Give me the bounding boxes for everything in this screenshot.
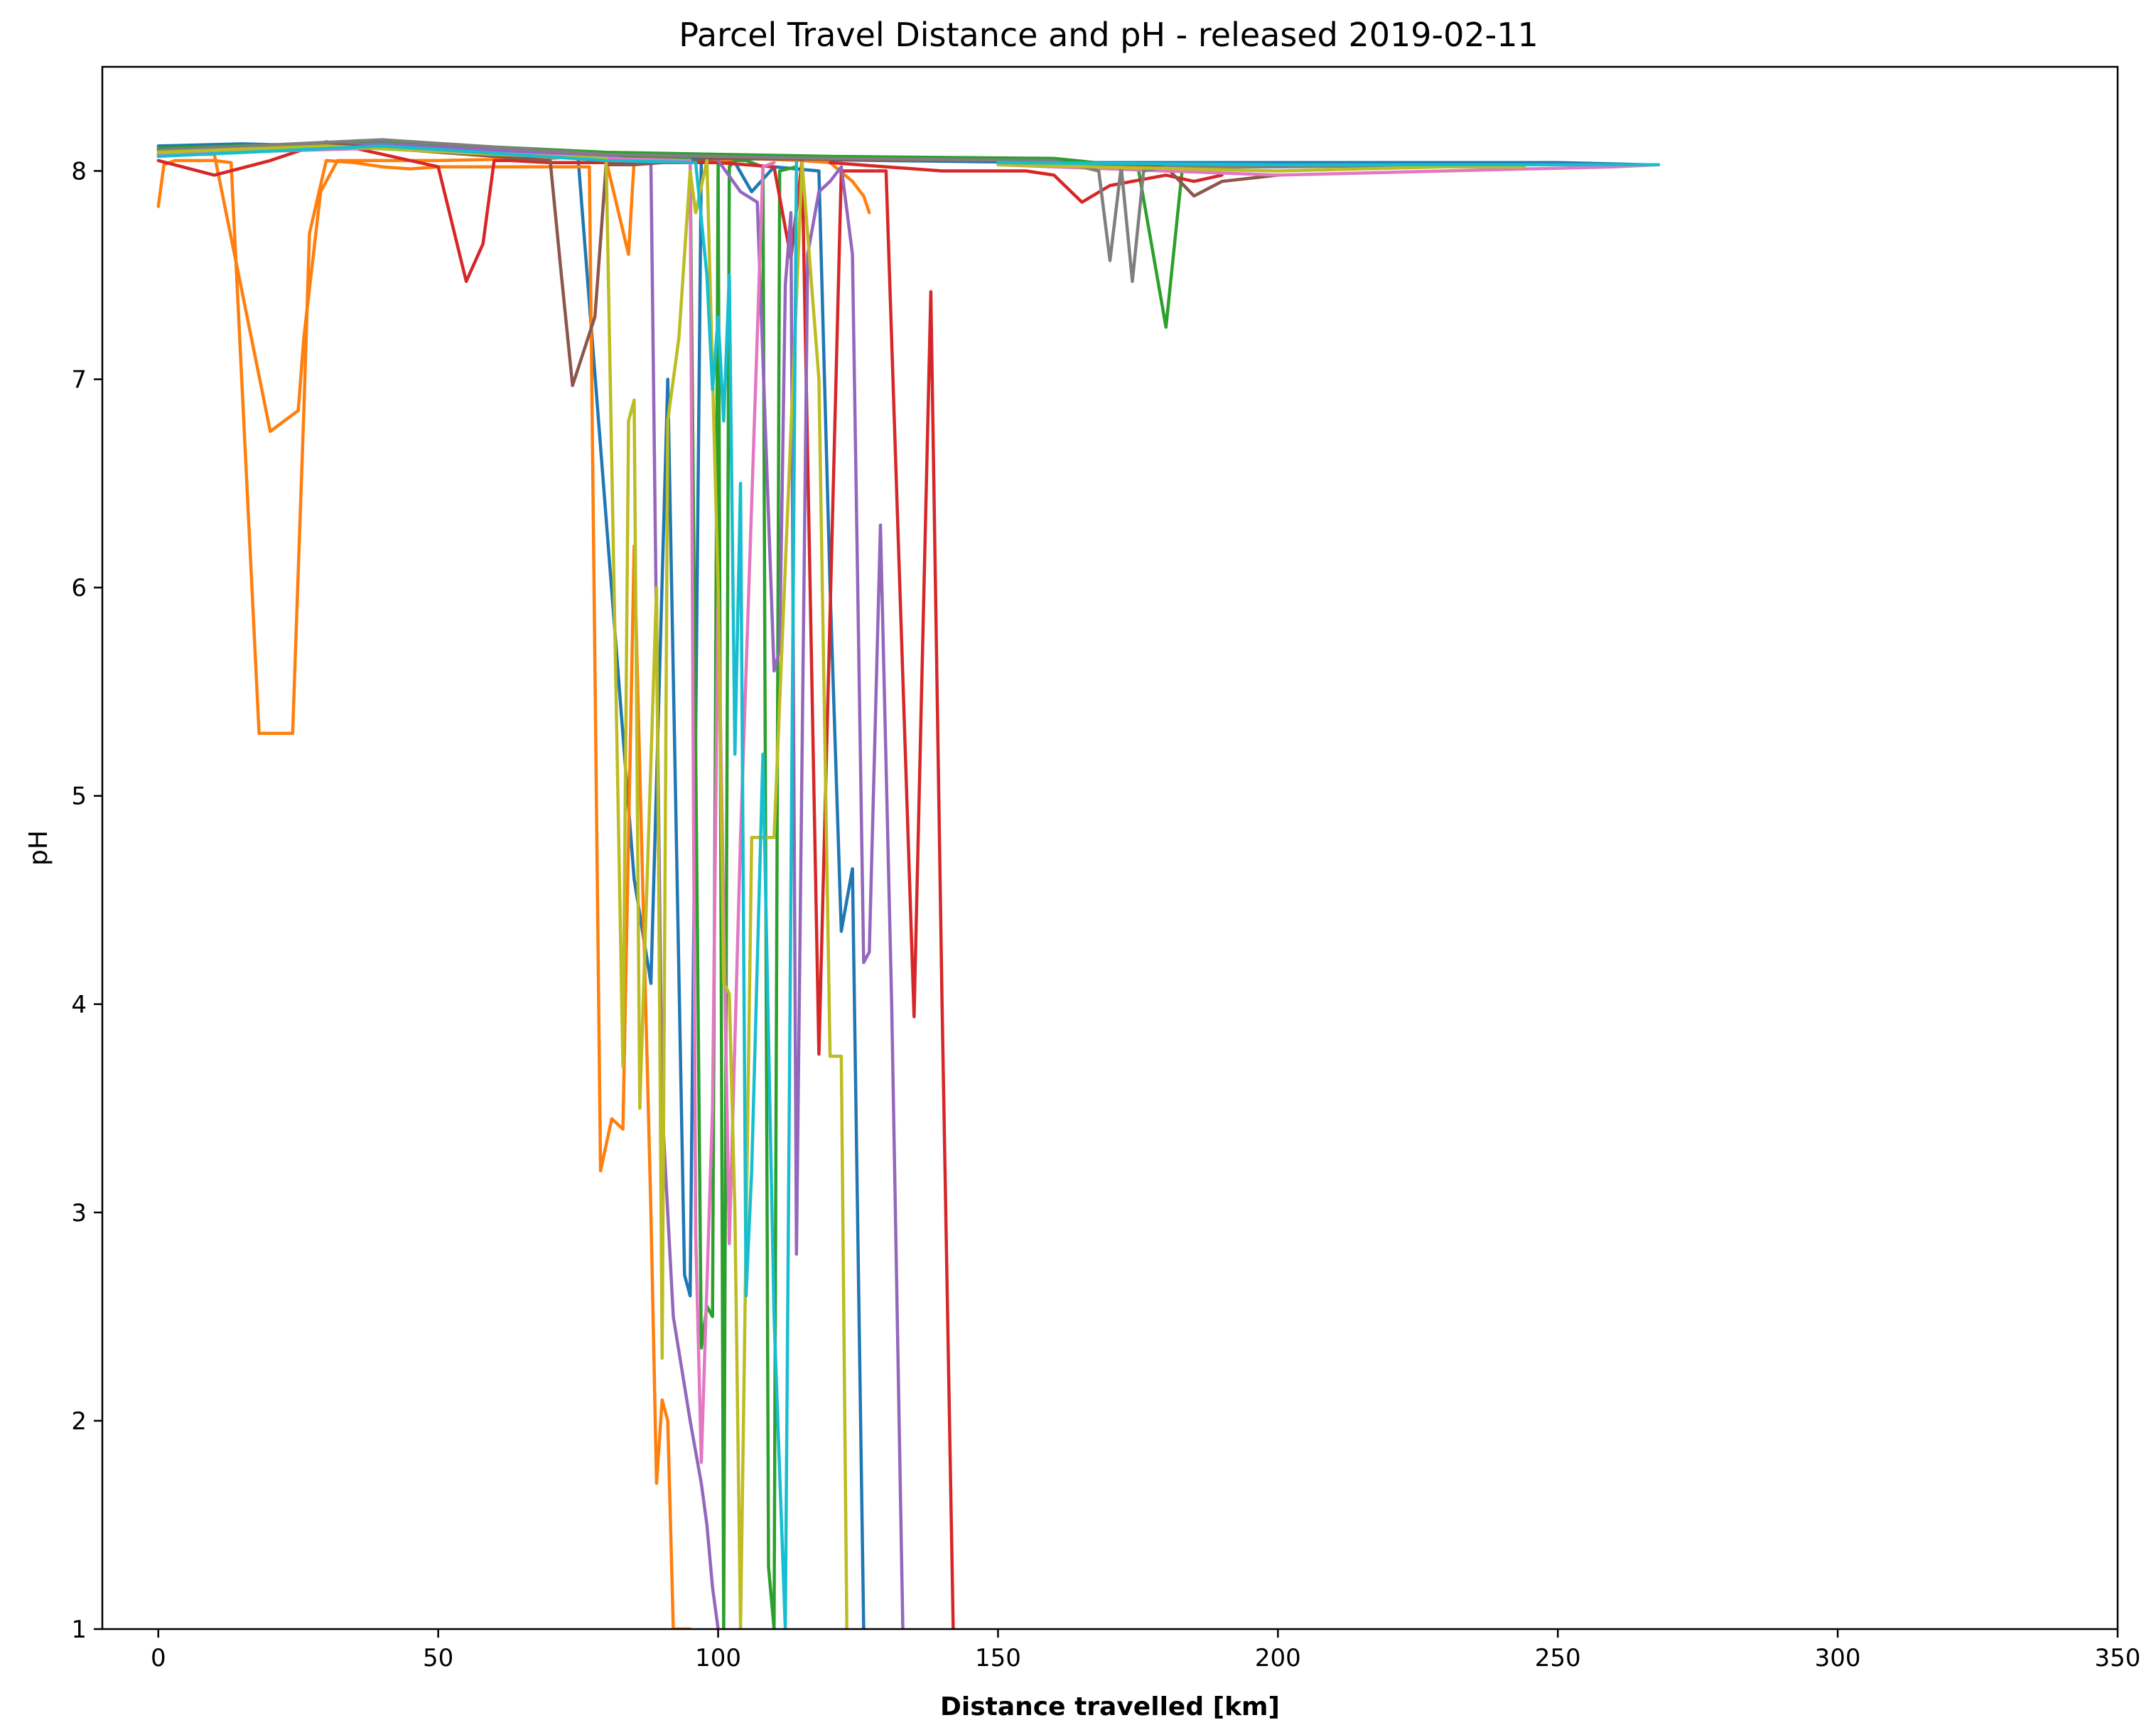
series-line-4: [156, 152, 440, 434]
y-tick-label: 2: [71, 1407, 87, 1436]
y-tick-label: 7: [71, 366, 87, 394]
y-axis: 1 2 3 4 5 6 7 8: [71, 158, 102, 1644]
x-axis: 0 50 100 150 200 250 300 350: [151, 1629, 2140, 1672]
chart-title: Parcel Travel Distance and pH - released…: [679, 16, 1538, 54]
y-tick-label: 5: [71, 783, 87, 811]
y-tick-label: 6: [71, 574, 87, 603]
x-tick-label: 350: [2095, 1644, 2141, 1672]
series-line-20: [996, 161, 1661, 166]
series-line-18: [996, 163, 1526, 173]
y-tick-label: 8: [71, 158, 87, 186]
series-line-19: [156, 144, 799, 1629]
series-layer: [156, 138, 1661, 1629]
x-tick-label: 150: [975, 1644, 1021, 1672]
plot-frame: [101, 65, 2119, 1630]
series-line-16: [156, 138, 1627, 284]
x-axis-label: Distance travelled [km]: [940, 1692, 1280, 1721]
x-tick-label: 300: [1815, 1644, 1861, 1672]
series-line-11: [156, 142, 720, 1629]
series-line-12: [716, 159, 905, 1629]
y-tick-label: 4: [71, 991, 87, 1019]
y-axis-label: pH: [24, 830, 53, 866]
x-tick-label: 250: [1535, 1644, 1581, 1672]
x-tick-label: 100: [695, 1644, 741, 1672]
y-tick-label: 1: [71, 1616, 87, 1644]
x-tick-label: 200: [1255, 1644, 1301, 1672]
series-line-17: [156, 144, 848, 1629]
y-tick-label: 3: [71, 1199, 87, 1227]
x-tick-label: 0: [151, 1644, 166, 1672]
x-tick-label: 50: [423, 1644, 453, 1672]
